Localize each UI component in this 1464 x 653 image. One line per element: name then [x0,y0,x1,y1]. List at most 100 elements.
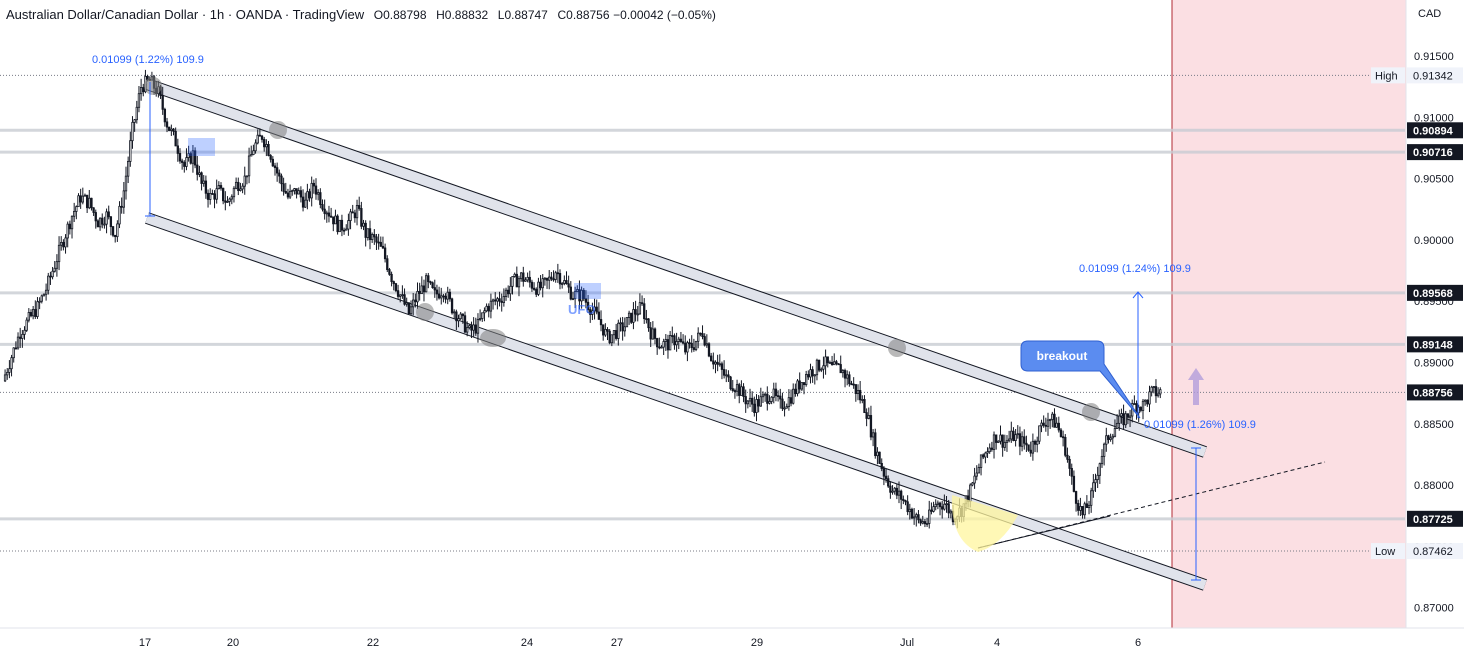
candle [217,181,221,190]
candle [448,288,452,302]
candle-body [442,295,445,298]
candle [355,199,359,226]
candle-body [180,160,184,163]
candle [595,299,598,315]
candle [234,177,238,190]
candle-body [871,432,875,438]
candle [526,272,529,283]
candle [517,275,521,297]
candle-body [101,217,104,225]
candle [118,201,121,229]
candle-body [684,342,687,353]
touch-point-circle-4 [888,339,906,357]
price-label-tag-bg [1371,543,1405,560]
candle [610,334,613,347]
candle [668,330,672,351]
candle [368,220,372,250]
candle [463,311,467,334]
candle-body [1141,400,1145,411]
candle-body [995,434,998,443]
candle-body [243,175,246,187]
candle-body [552,278,555,281]
candle [623,317,626,337]
candle-body [509,285,512,295]
candle [131,116,134,149]
candle-body [1077,502,1080,511]
candle-body [584,298,588,303]
y-tick-label: 0.91500 [1414,51,1454,63]
candle-body [1029,449,1032,454]
candle [735,379,739,397]
candle-body [932,506,935,512]
candle-body [111,226,115,236]
candle [409,300,413,316]
candle-body [217,185,221,190]
candle-body [496,298,499,302]
breakout-callout [1020,340,1141,419]
candle [718,354,721,367]
candle [532,282,536,291]
y-tick-label: 0.87000 [1414,603,1454,615]
candle-body [535,289,538,295]
candle [1042,415,1045,428]
candle [843,368,847,388]
candle-body [975,472,978,477]
candle [437,286,441,300]
candle [14,341,18,350]
candle [62,239,65,251]
candle-body [66,223,69,239]
candle [358,196,361,211]
candle-body [193,150,197,166]
candle-body [466,327,469,333]
candle-body [459,313,462,320]
candle-body [96,220,100,228]
candle-body [673,335,676,346]
candle-body [925,523,929,525]
candle [109,216,113,236]
candle-body [377,241,380,244]
candle-body [1098,463,1101,476]
candle [556,263,560,283]
candle [645,309,648,324]
candle-body [919,519,922,524]
candle-body [23,329,26,335]
candle [306,183,309,210]
candle [1036,436,1039,453]
candle [453,309,456,319]
candle [450,297,454,315]
candle [599,310,603,332]
candle-body [561,283,564,285]
candle-body [701,333,704,337]
candle-body [558,273,562,285]
candle-body [714,361,717,365]
candle [787,389,791,411]
candle [1102,442,1106,466]
candle [805,370,808,387]
candle [51,266,54,280]
candle-body [992,434,996,450]
candle [608,328,611,345]
candle-body [407,302,411,315]
candle [336,214,339,235]
candle [874,428,877,459]
candle [416,282,419,309]
candle-body [325,212,328,215]
candle [1012,427,1015,442]
x-tick-label: 29 [751,637,763,649]
candle [193,147,197,169]
candle-body [930,509,933,512]
candle [923,519,927,528]
candle [383,243,387,263]
candle-body [990,447,994,450]
candle [513,272,516,278]
candle [841,369,845,378]
candle [580,286,583,309]
candle [748,388,752,408]
candle-body [38,300,41,303]
candle [476,313,480,343]
candle-body [697,332,700,342]
candle [75,205,78,220]
candle [116,220,119,242]
candle-body [168,126,171,131]
